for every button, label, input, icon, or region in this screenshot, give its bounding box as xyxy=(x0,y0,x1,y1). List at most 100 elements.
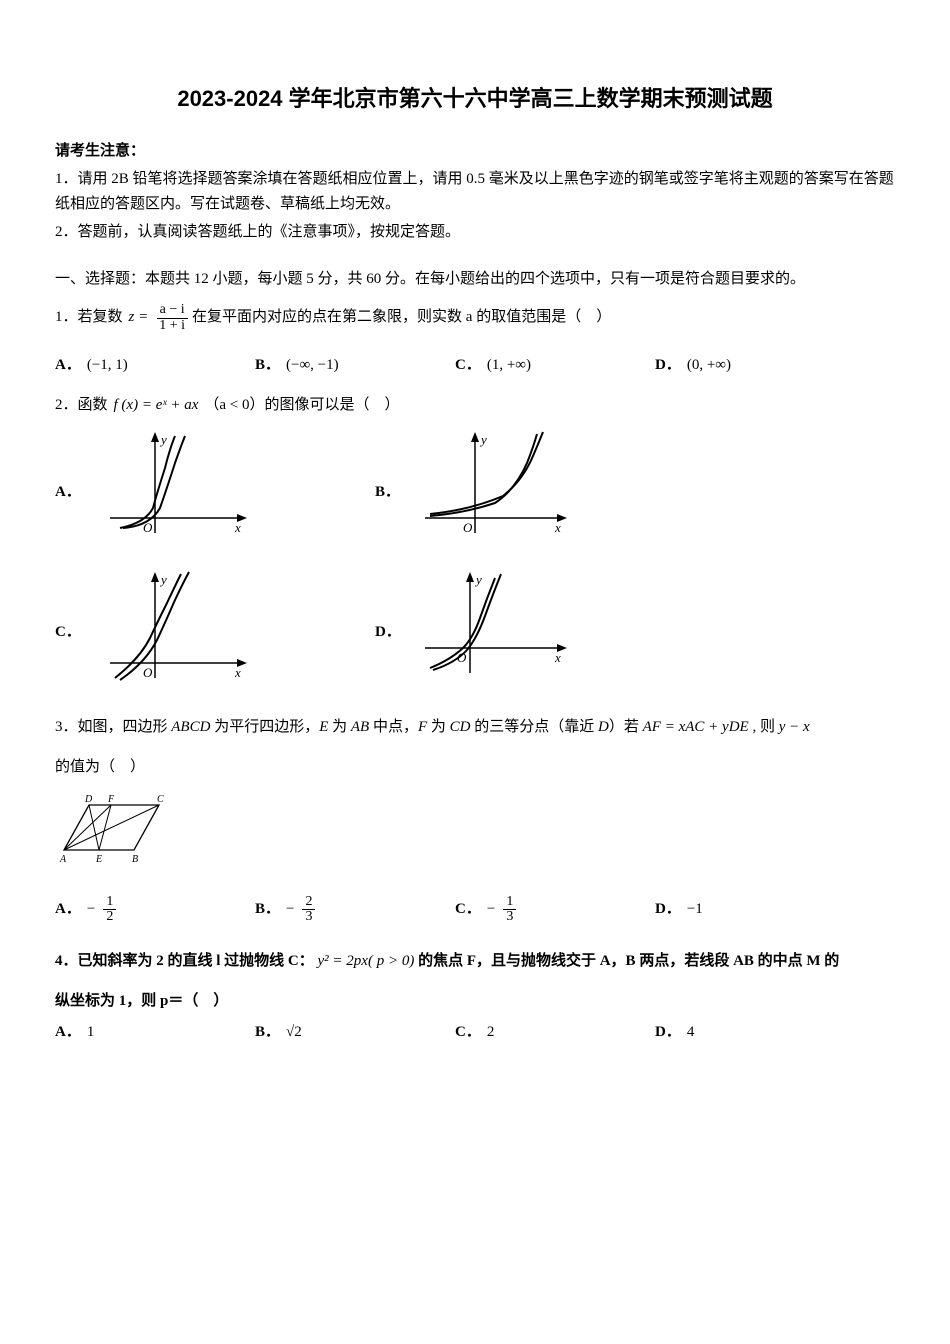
axis-x: x xyxy=(234,665,241,680)
q3-tail: 的值为（ ） xyxy=(55,755,895,781)
q1-den: 1 + i xyxy=(156,319,188,334)
q3-p0: 3．如图，四边形 xyxy=(55,719,171,735)
opt-label-a: A． xyxy=(55,897,81,923)
q3-d: D xyxy=(598,719,609,735)
q2-label-d: D． xyxy=(375,620,415,646)
q1-opt-a-val: (−1, 1) xyxy=(87,353,128,379)
q3-c-num: 1 xyxy=(503,895,516,911)
q1-lead: 1．若复数 xyxy=(55,305,123,331)
opt-label-c: C． xyxy=(455,1020,481,1046)
q3-c-frac: 1 3 xyxy=(503,895,516,925)
q2-graph-c: y x O xyxy=(95,568,375,698)
q2-label-c: C． xyxy=(55,620,95,646)
q2-label-a: A． xyxy=(55,480,95,506)
q4-opt-a: A． 1 xyxy=(55,1020,255,1046)
q4-opt-c: C． 2 xyxy=(455,1020,655,1046)
q3-cd: CD xyxy=(450,719,471,735)
q3-eq: AF = xAC + yDE xyxy=(643,719,749,735)
question-1: 1．若复数 z = a − i 1 + i 在复平面内对应的点在第二象限，则实数… xyxy=(55,303,895,333)
q4-opt-a-val: 1 xyxy=(87,1020,95,1046)
q2-graph-d: y x O xyxy=(415,568,695,698)
q3-c-sign: − xyxy=(487,897,495,923)
q3-b-den: 3 xyxy=(302,910,315,925)
q3-c-den: 3 xyxy=(503,910,516,925)
q2-graph-b: y x O xyxy=(415,428,695,558)
q3-a-den: 2 xyxy=(103,910,116,925)
page-title: 2023-2024 学年北京市第六十六中学高三上数学期末预测试题 xyxy=(55,80,895,117)
q4-options: A． 1 B． √2 C． 2 D． 4 xyxy=(55,1020,895,1046)
q1-opt-c-val: (1, +∞) xyxy=(487,353,531,379)
notice-item-1: 1．请用 2B 铅笔将选择题答案涂填在答题纸相应位置上，请用 0.5 毫米及以上… xyxy=(55,167,895,218)
opt-label-a: A． xyxy=(55,1020,81,1046)
q3-p7: , 则 xyxy=(749,719,779,735)
q3-p2: 为 xyxy=(328,719,351,735)
opt-label-a: A． xyxy=(55,353,81,379)
q1-opt-b: B． (−∞, −1) xyxy=(255,353,455,379)
q3-p1: 为平行四边形， xyxy=(210,719,319,735)
opt-label-c: C． xyxy=(455,353,481,379)
axis-y: y xyxy=(159,432,167,447)
q4-lead1: 4．已知斜率为 2 的直线 l 过抛物线 C： xyxy=(55,953,314,969)
q4-opt-d-val: 4 xyxy=(687,1020,695,1046)
q3-a-num: 1 xyxy=(103,895,116,911)
fig-a: A xyxy=(59,854,67,865)
q2-cond: （a < 0）的图像可以是（ ） xyxy=(204,393,399,419)
q4-opt-b: B． √2 xyxy=(255,1020,455,1046)
fig-f: F xyxy=(107,794,115,805)
q3-opt-c: C． − 1 3 xyxy=(455,895,655,925)
q3-p4: 为 xyxy=(427,719,450,735)
q3-opt-d: D． −1 xyxy=(655,895,855,925)
axis-o: O xyxy=(143,665,153,680)
q3-b-frac: 2 3 xyxy=(302,895,315,925)
q3-opt-b: B． − 2 3 xyxy=(255,895,455,925)
q3-a-frac: 1 2 xyxy=(103,895,116,925)
question-4: 4．已知斜率为 2 的直线 l 过抛物线 C： y² = 2px( p > 0)… xyxy=(55,949,895,975)
opt-label-b: B． xyxy=(255,897,280,923)
opt-label-d: D． xyxy=(655,897,681,923)
question-2: 2．函数 f (x) = eˣ + ax （a < 0）的图像可以是（ ） xyxy=(55,393,895,419)
notice-item-2: 2．答题前，认真阅读答题纸上的《注意事项》，按规定答题。 xyxy=(55,220,895,246)
fig-b: B xyxy=(132,854,138,865)
q1-opt-d: D． (0, +∞) xyxy=(655,353,855,379)
opt-label-d: D． xyxy=(655,1020,681,1046)
q3-options: A． − 1 2 B． − 2 3 C． − 1 3 D． −1 xyxy=(55,895,895,925)
q1-options: A． (−1, 1) B． (−∞, −1) C． (1, +∞) D． (0,… xyxy=(55,353,895,379)
axis-y: y xyxy=(159,572,167,587)
q3-figure: D F C A E B xyxy=(59,790,895,875)
q3-ab: AB xyxy=(351,719,369,735)
opt-label-b: B． xyxy=(255,353,280,379)
q2-lead: 2．函数 xyxy=(55,393,108,419)
q4-opt-c-val: 2 xyxy=(487,1020,495,1046)
q3-abcd: ABCD xyxy=(171,719,210,735)
fig-c: C xyxy=(157,794,164,805)
q3-p3: 中点， xyxy=(369,719,418,735)
fig-d: D xyxy=(84,794,93,805)
q2-label-b: B． xyxy=(375,480,415,506)
q4-lead2: 的焦点 F，且与抛物线交于 A，B 两点，若线段 AB 的中点 M 的 xyxy=(418,953,839,969)
question-3: 3．如图，四边形 ABCD 为平行四边形，E 为 AB 中点，F 为 CD 的三… xyxy=(55,715,895,741)
axis-y: y xyxy=(474,572,482,587)
opt-label-d: D． xyxy=(655,353,681,379)
section-1-head: 一、选择题：本题共 12 小题，每小题 5 分，共 60 分。在每小题给出的四个… xyxy=(55,267,895,293)
q3-f: F xyxy=(418,719,427,735)
q1-opt-a: A． (−1, 1) xyxy=(55,353,255,379)
q1-opt-d-val: (0, +∞) xyxy=(687,353,731,379)
q3-opt-a: A． − 1 2 xyxy=(55,895,255,925)
axis-x: x xyxy=(234,520,241,535)
q3-p5: 的三等分点（靠近 xyxy=(471,719,599,735)
opt-label-b: B． xyxy=(255,1020,280,1046)
q2-fx: f (x) = eˣ + ax xyxy=(114,393,199,419)
q1-tail: 在复平面内对应的点在第二象限，则实数 a 的取值范围是（ ） xyxy=(192,305,611,331)
opt-label-c: C． xyxy=(455,897,481,923)
q4-line2: 纵坐标为 1，则 p＝（ ） xyxy=(55,989,895,1015)
axis-x: x xyxy=(554,520,561,535)
q1-opt-b-val: (−∞, −1) xyxy=(286,353,339,379)
q3-opt-d-val: −1 xyxy=(687,897,703,923)
q1-z: z = xyxy=(129,305,149,331)
axis-y: y xyxy=(479,432,487,447)
notice-head: 请考生注意： xyxy=(55,139,895,165)
q4-opt-b-val: √2 xyxy=(286,1020,302,1046)
q3-a-sign: − xyxy=(87,897,95,923)
q1-fraction: a − i 1 + i xyxy=(156,303,188,333)
q2-graph-a: y x O xyxy=(95,428,375,558)
